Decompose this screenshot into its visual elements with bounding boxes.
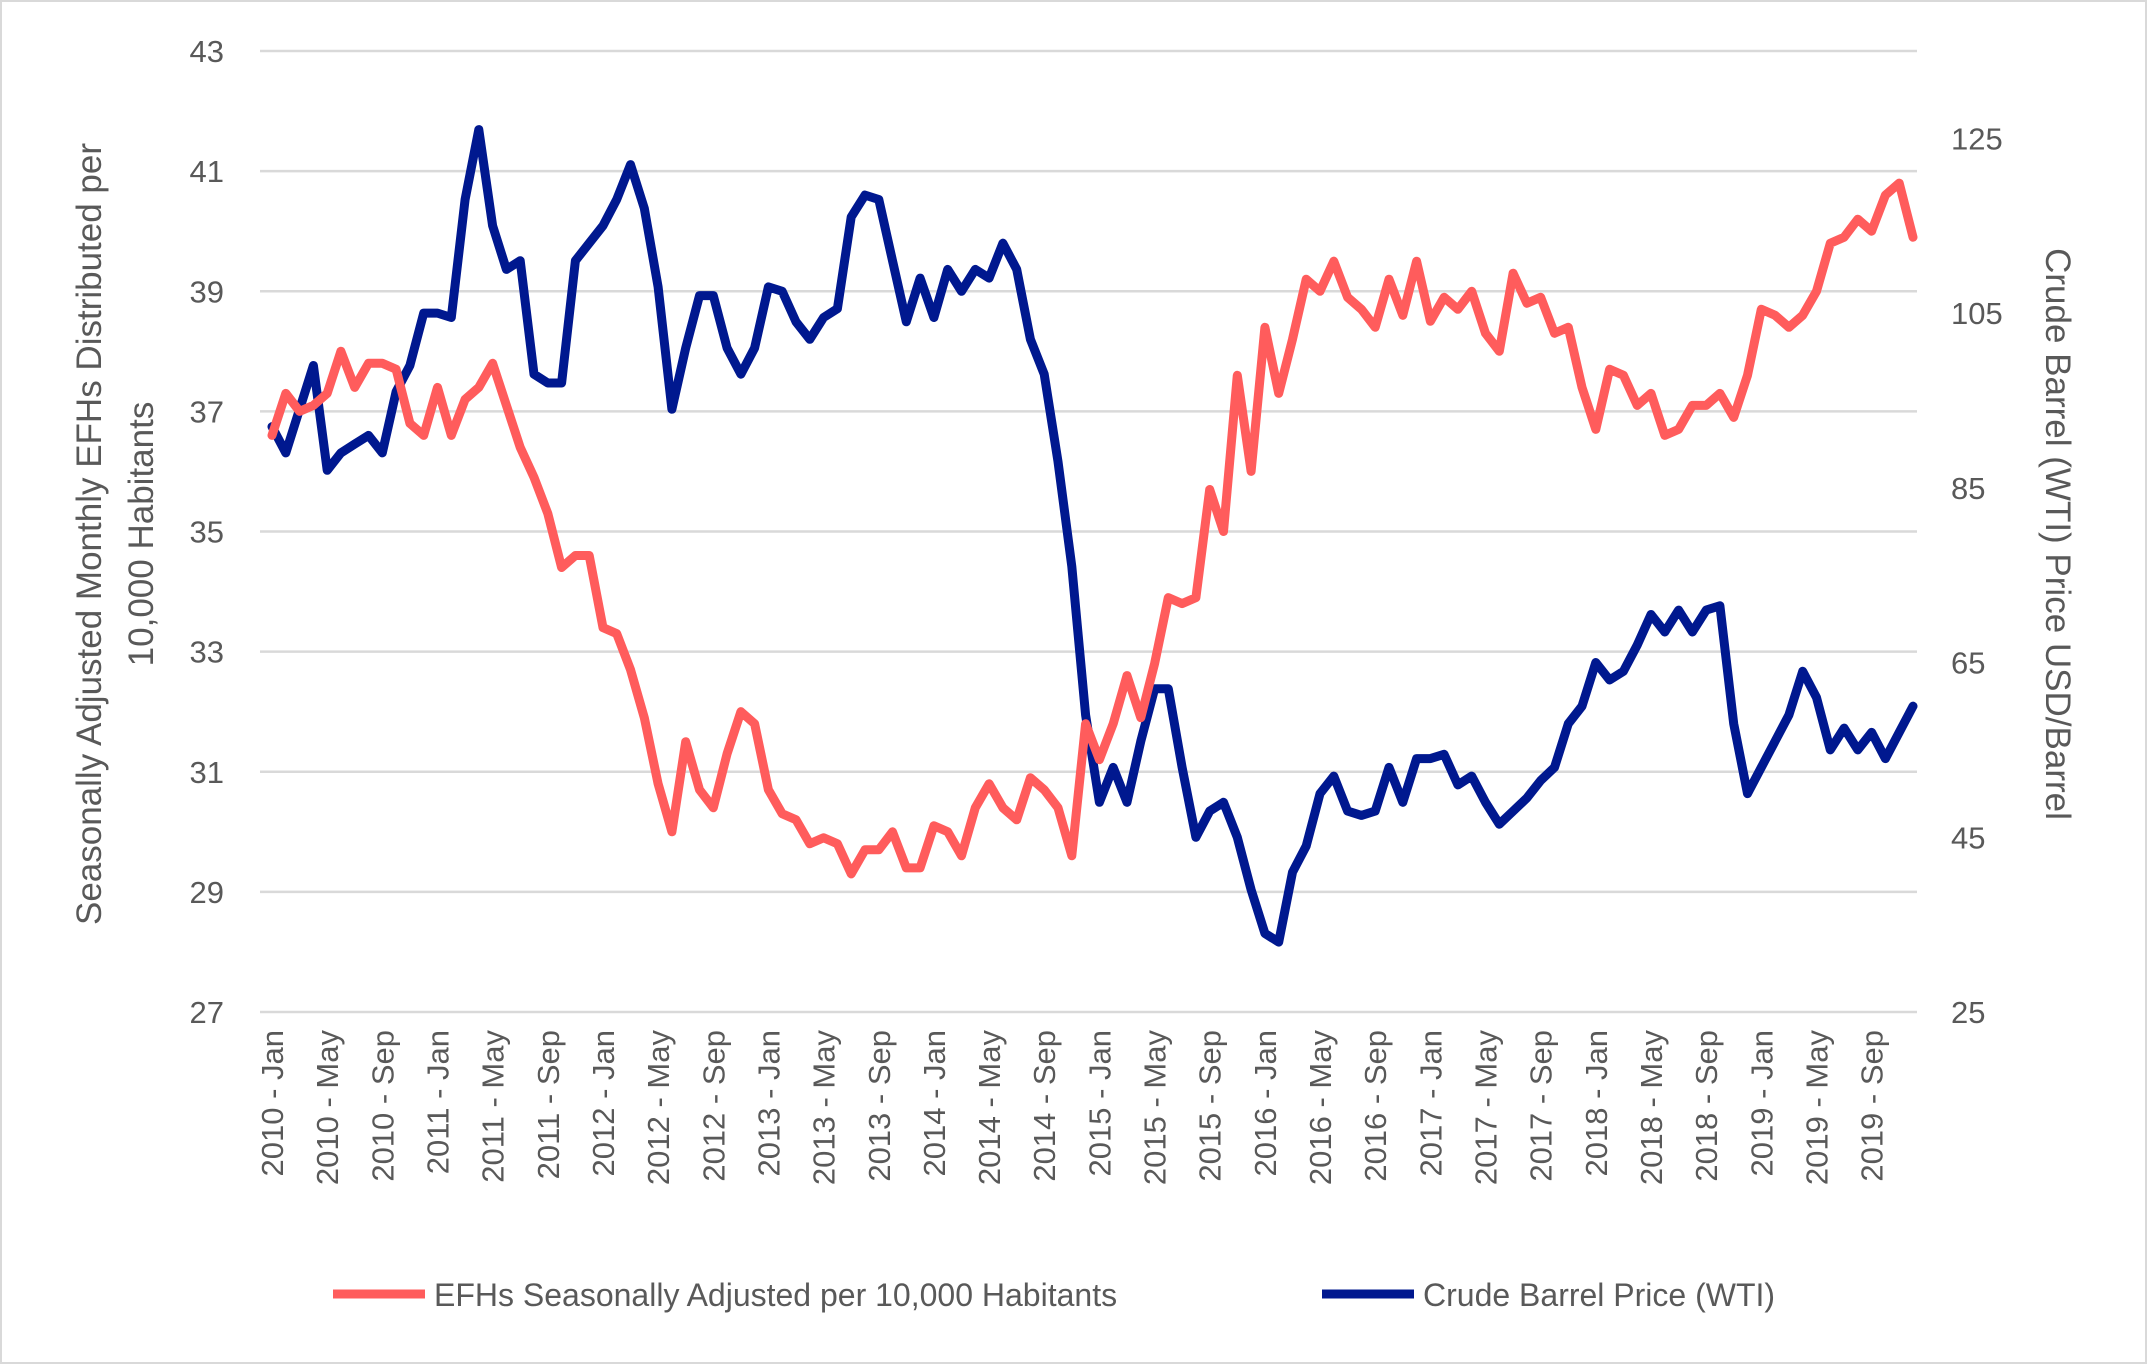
- x-tick-label: 2019 - Jan: [1744, 1030, 1779, 1177]
- right-y-axis-title: Crude Barrel (WTI) Price USD/Barrel: [2038, 248, 2077, 820]
- x-tick-label: 2010 - May: [310, 1030, 345, 1186]
- x-tick-label: 2011 - May: [476, 1030, 511, 1183]
- x-tick-label: 2018 - Jan: [1579, 1030, 1614, 1177]
- x-tick-label: 2014 - Sep: [1027, 1030, 1062, 1182]
- legend-label-wti: Crude Barrel Price (WTI): [1423, 1277, 1775, 1313]
- x-tick-label: 2013 - May: [807, 1030, 842, 1186]
- series-wti: [267, 125, 1918, 947]
- x-tick-label: 2018 - May: [1634, 1030, 1669, 1186]
- series-line-wti: [267, 125, 1918, 947]
- right-y-tick-label: 45: [1951, 820, 1985, 855]
- series-efh: [267, 178, 1918, 879]
- x-tick-label: 2015 - Sep: [1193, 1030, 1228, 1182]
- x-tick-label: 2017 - May: [1469, 1030, 1504, 1186]
- x-tick-label: 2011 - Jan: [420, 1030, 455, 1174]
- x-tick-label: 2013 - Sep: [862, 1030, 897, 1182]
- right-y-tick-label: 25: [1951, 995, 1985, 1030]
- x-tick-label: 2014 - Jan: [917, 1030, 952, 1177]
- x-tick-label: 2015 - May: [1138, 1030, 1173, 1186]
- left-y-tick-label: 27: [190, 995, 224, 1030]
- left-y-tick-label: 43: [190, 34, 224, 69]
- left-y-tick-label: 41: [190, 154, 224, 189]
- x-tick-label: 2016 - Jan: [1248, 1030, 1283, 1177]
- x-tick-label: 2011 - Sep: [531, 1030, 566, 1179]
- x-tick-label: 2018 - Sep: [1689, 1030, 1724, 1182]
- x-tick-label: 2012 - Jan: [586, 1030, 621, 1177]
- x-tick-label: 2016 - Sep: [1358, 1030, 1393, 1182]
- x-tick-label: 2016 - May: [1303, 1030, 1338, 1186]
- x-tick-label: 2017 - Sep: [1524, 1030, 1559, 1182]
- left-y-axis-ticks: 27 29 31 33 35 37 39 41 43: [190, 34, 224, 1030]
- gridlines: [260, 49, 1917, 1014]
- x-axis-ticks: 2010 - Jan 2010 - May 2010 - Sep 2011 - Jan…: [255, 1030, 1890, 1186]
- left-y-tick-label: 29: [190, 875, 224, 910]
- right-y-tick-label: 65: [1951, 646, 1985, 681]
- legend: EFHs Seasonally Adjusted per 10,000 Habi…: [333, 1277, 1775, 1313]
- x-tick-label: 2015 - Jan: [1082, 1030, 1117, 1177]
- left-y-axis-title-line2: 10,000 Habitants: [122, 402, 161, 667]
- x-tick-label: 2019 - Sep: [1855, 1030, 1890, 1182]
- right-y-axis-ticks: 25 45 65 85 105 125: [1951, 121, 2003, 1030]
- x-tick-label: 2017 - Jan: [1413, 1030, 1448, 1177]
- left-y-tick-label: 37: [190, 394, 224, 429]
- right-y-tick-label: 125: [1951, 121, 2003, 156]
- left-y-tick-label: 33: [190, 635, 224, 670]
- x-tick-label: 2014 - May: [972, 1030, 1007, 1186]
- right-y-tick-label: 85: [1951, 471, 1985, 506]
- x-tick-label: 2010 - Jan: [255, 1030, 290, 1177]
- left-y-axis-title-line1: Seasonally Adjusted Monthly EFHs Distrib…: [70, 143, 109, 925]
- x-tick-label: 2012 - May: [641, 1030, 676, 1186]
- left-y-tick-label: 31: [190, 755, 224, 790]
- series-line-efh: [267, 178, 1918, 879]
- x-tick-label: 2013 - Jan: [751, 1030, 786, 1177]
- legend-label-efh: EFHs Seasonally Adjusted per 10,000 Habi…: [434, 1277, 1117, 1313]
- left-y-tick-label: 39: [190, 274, 224, 309]
- series-lines: [267, 125, 1918, 947]
- right-y-tick-label: 105: [1951, 296, 2003, 331]
- x-tick-label: 2019 - May: [1799, 1030, 1834, 1186]
- x-tick-label: 2012 - Sep: [696, 1030, 731, 1182]
- x-tick-label: 2010 - Sep: [365, 1030, 400, 1182]
- left-y-tick-label: 35: [190, 515, 224, 550]
